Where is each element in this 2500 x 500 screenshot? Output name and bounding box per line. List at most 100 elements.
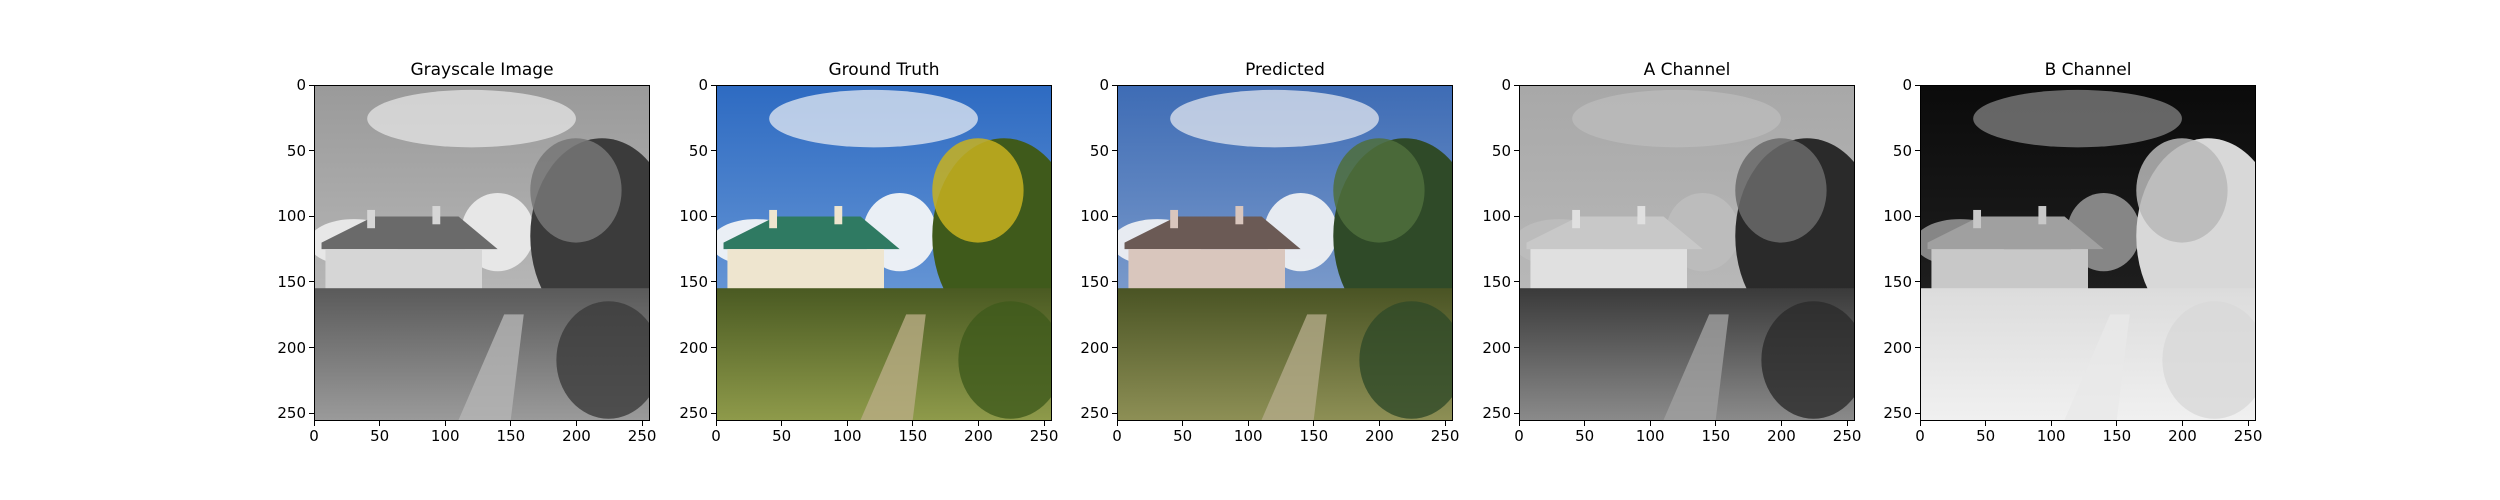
y-tick-mark bbox=[1514, 347, 1519, 348]
x-tick-label: 200 bbox=[964, 427, 993, 445]
y-tick-mark bbox=[1112, 347, 1117, 348]
x-tick-label: 0 bbox=[711, 427, 721, 445]
y-tick-label: 150 bbox=[1080, 272, 1109, 291]
x-tick-mark bbox=[1715, 421, 1717, 426]
x-tick-label: 0 bbox=[1112, 427, 1122, 445]
y-tick-label: 250 bbox=[277, 404, 306, 423]
x-tick-label: 100 bbox=[832, 427, 862, 445]
y-tick-mark bbox=[711, 412, 716, 414]
y-tick-label: 100 bbox=[1482, 207, 1511, 226]
y-tick-label: 200 bbox=[1482, 338, 1511, 357]
panel-image bbox=[1520, 86, 1854, 420]
x-tick-label: 150 bbox=[898, 427, 928, 445]
y-tick-label: 150 bbox=[1482, 272, 1511, 291]
y-tick-mark bbox=[1112, 84, 1117, 86]
y-tick-label: 250 bbox=[679, 404, 708, 423]
y-tick-mark bbox=[1514, 215, 1519, 217]
x-tick-mark bbox=[1584, 421, 1586, 426]
y-tick-mark bbox=[309, 84, 314, 86]
y-tick-label: 0 bbox=[1501, 76, 1511, 94]
y-tick-mark bbox=[711, 150, 716, 152]
y-tick-mark bbox=[1112, 150, 1117, 152]
y-tick-label: 50 bbox=[688, 141, 708, 160]
y-tick-mark bbox=[1915, 347, 1920, 348]
panel-title: B Channel bbox=[2044, 60, 2132, 80]
x-tick-label: 0 bbox=[1915, 427, 1925, 445]
y-tick-label: 200 bbox=[1080, 338, 1109, 357]
x-tick-mark bbox=[781, 421, 783, 426]
y-tick-label: 200 bbox=[277, 338, 306, 357]
y-tick-label: 0 bbox=[698, 76, 708, 94]
x-tick-label: 150 bbox=[2102, 427, 2132, 445]
x-tick-mark bbox=[2116, 421, 2118, 426]
panel-image bbox=[1118, 86, 1452, 420]
y-tick-label: 0 bbox=[1902, 76, 1912, 94]
x-tick-label: 150 bbox=[1299, 427, 1329, 445]
x-tick-mark bbox=[1116, 421, 1118, 426]
panel-title: Predicted bbox=[1245, 60, 1325, 80]
y-tick-label: 250 bbox=[1482, 404, 1511, 423]
x-tick-mark bbox=[1919, 421, 1921, 426]
y-tick-mark bbox=[1915, 281, 1920, 283]
y-tick-label: 150 bbox=[277, 272, 306, 291]
y-tick-mark bbox=[309, 347, 314, 348]
x-tick-label: 250 bbox=[1430, 427, 1460, 445]
y-tick-mark bbox=[309, 412, 314, 414]
y-tick-label: 100 bbox=[277, 207, 306, 226]
x-tick-mark bbox=[978, 421, 979, 426]
y-tick-mark bbox=[309, 215, 314, 217]
y-tick-label: 100 bbox=[1080, 207, 1109, 226]
x-tick-label: 100 bbox=[1635, 427, 1665, 445]
x-tick-label: 200 bbox=[1365, 427, 1394, 445]
y-tick-mark bbox=[1514, 84, 1519, 86]
x-tick-mark bbox=[1985, 421, 1987, 426]
y-tick-label: 50 bbox=[1491, 141, 1511, 160]
x-tick-label: 250 bbox=[2233, 427, 2263, 445]
x-tick-label: 250 bbox=[1029, 427, 1059, 445]
y-tick-label: 50 bbox=[1892, 141, 1912, 160]
x-tick-label: 250 bbox=[627, 427, 657, 445]
y-tick-label: 250 bbox=[1080, 404, 1109, 423]
image-axes bbox=[716, 85, 1052, 421]
y-tick-label: 250 bbox=[1883, 404, 1912, 423]
x-tick-mark bbox=[1379, 421, 1380, 426]
x-tick-mark bbox=[846, 421, 848, 426]
y-tick-label: 100 bbox=[1883, 207, 1912, 226]
y-tick-mark bbox=[1514, 412, 1519, 414]
panel-title: A Channel bbox=[1643, 60, 1731, 80]
y-tick-mark bbox=[1915, 150, 1920, 152]
y-tick-mark bbox=[1112, 215, 1117, 217]
y-tick-mark bbox=[711, 84, 716, 86]
y-tick-label: 200 bbox=[679, 338, 708, 357]
x-tick-label: 0 bbox=[309, 427, 319, 445]
x-tick-label: 100 bbox=[430, 427, 460, 445]
panel-image bbox=[717, 86, 1051, 420]
x-tick-mark bbox=[1444, 421, 1446, 426]
y-tick-mark bbox=[309, 281, 314, 283]
x-tick-mark bbox=[1247, 421, 1249, 426]
panel-title: Grayscale Image bbox=[410, 60, 554, 80]
x-tick-mark bbox=[510, 421, 512, 426]
x-tick-mark bbox=[379, 421, 381, 426]
x-tick-mark bbox=[576, 421, 577, 426]
x-tick-mark bbox=[715, 421, 717, 426]
y-tick-mark bbox=[1112, 412, 1117, 414]
x-tick-mark bbox=[1182, 421, 1184, 426]
y-tick-label: 200 bbox=[1883, 338, 1912, 357]
image-axes bbox=[1117, 85, 1453, 421]
y-tick-mark bbox=[711, 347, 716, 348]
y-tick-mark bbox=[711, 281, 716, 283]
y-tick-label: 0 bbox=[1099, 76, 1109, 94]
x-tick-mark bbox=[313, 421, 315, 426]
x-tick-label: 200 bbox=[2168, 427, 2197, 445]
y-tick-label: 150 bbox=[1883, 272, 1912, 291]
y-tick-mark bbox=[1514, 150, 1519, 152]
y-tick-mark bbox=[1112, 281, 1117, 283]
x-tick-mark bbox=[1043, 421, 1045, 426]
x-tick-label: 200 bbox=[562, 427, 591, 445]
x-tick-mark bbox=[2182, 421, 2183, 426]
x-tick-label: 0 bbox=[1514, 427, 1524, 445]
y-tick-mark bbox=[309, 150, 314, 152]
x-tick-label: 50 bbox=[1575, 427, 1595, 445]
x-tick-label: 250 bbox=[1832, 427, 1862, 445]
